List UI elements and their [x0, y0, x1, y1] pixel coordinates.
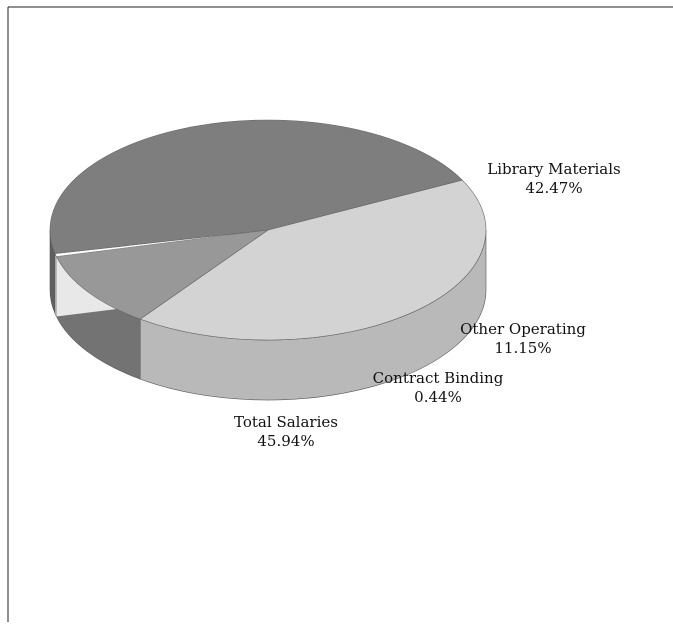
slice-value-total-salaries: 45.94%	[257, 432, 314, 450]
slice-total-salaries	[49, 119, 463, 254]
slice-label-contract-binding: Contract Binding	[373, 369, 504, 387]
slice-value-library-materials: 42.47%	[525, 179, 582, 197]
slice-value-contract-binding: 0.44%	[414, 388, 462, 406]
slice-library-materials	[139, 179, 487, 341]
slice-other-operating	[55, 229, 269, 320]
slice-value-other-operating: 11.15%	[494, 339, 551, 357]
slice-label-total-salaries: Total Salaries	[234, 413, 338, 431]
slice-label-other-operating: Other Operating	[460, 320, 586, 338]
slice-label-library-materials: Library Materials	[487, 160, 621, 178]
